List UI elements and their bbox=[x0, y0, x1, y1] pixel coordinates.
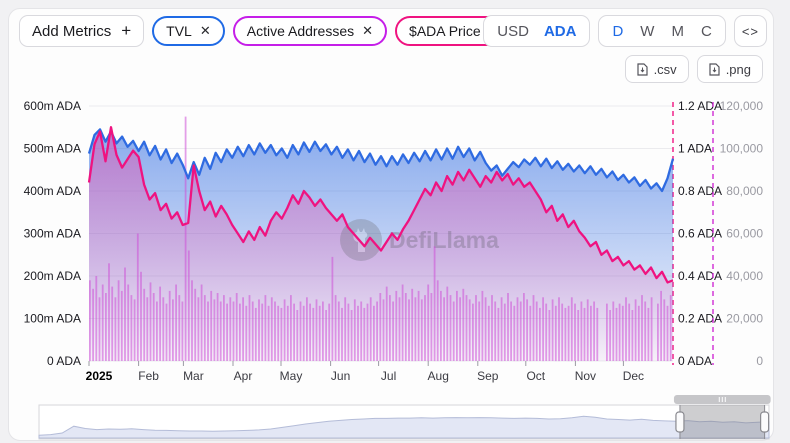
download-buttons: .csv .png bbox=[624, 55, 763, 83]
metric-pill-label: TVL bbox=[166, 23, 192, 39]
embed-icon: <> bbox=[741, 23, 759, 39]
svg-text:2025: 2025 bbox=[86, 369, 113, 383]
close-icon[interactable]: ✕ bbox=[199, 23, 211, 38]
interval-option-m[interactable]: M bbox=[671, 22, 684, 40]
svg-text:40,000: 40,000 bbox=[726, 269, 763, 283]
tvl-line[interactable] bbox=[87, 128, 675, 193]
svg-text:Dec: Dec bbox=[623, 369, 644, 383]
svg-text:Aug: Aug bbox=[428, 369, 449, 383]
embed-button[interactable]: <> bbox=[733, 15, 767, 47]
svg-text:0: 0 bbox=[756, 354, 763, 368]
interval-option-w[interactable]: W bbox=[640, 22, 655, 40]
svg-text:May: May bbox=[280, 369, 303, 383]
svg-text:100,000: 100,000 bbox=[720, 142, 764, 156]
svg-text:0 ADA: 0 ADA bbox=[678, 354, 712, 368]
svg-text:0.4 ADA: 0.4 ADA bbox=[678, 269, 722, 283]
svg-text:Apr: Apr bbox=[234, 369, 253, 383]
svg-text:400m ADA: 400m ADA bbox=[24, 184, 81, 198]
currency-option-usd[interactable]: USD bbox=[497, 22, 529, 40]
interval-option-c[interactable]: C bbox=[700, 22, 712, 40]
svg-text:0.6 ADA: 0.6 ADA bbox=[678, 227, 722, 241]
svg-text:600m ADA: 600m ADA bbox=[24, 99, 81, 113]
svg-text:200m ADA: 200m ADA bbox=[24, 269, 81, 283]
add-metrics-button[interactable]: Add Metrics + bbox=[19, 15, 145, 47]
close-icon[interactable]: ✕ bbox=[362, 23, 374, 38]
svg-text:0 ADA: 0 ADA bbox=[47, 354, 81, 368]
brush-selection[interactable] bbox=[679, 405, 765, 439]
metric-pill-active-addresses[interactable]: Active Addresses ✕ bbox=[232, 16, 388, 46]
plus-icon: + bbox=[121, 21, 132, 40]
currency-option-ada[interactable]: ADA bbox=[543, 22, 577, 40]
metric-pill-tvl[interactable]: TVL ✕ bbox=[152, 16, 225, 46]
download-png-button[interactable]: .png bbox=[696, 55, 763, 83]
svg-text:Jul: Jul bbox=[381, 369, 396, 383]
svg-text:DefiLlama: DefiLlama bbox=[389, 227, 499, 253]
svg-text:Oct: Oct bbox=[526, 369, 545, 383]
brush-handle-left[interactable] bbox=[675, 411, 685, 433]
chart-card: Add Metrics + TVL ✕ Active Addresses ✕ $… bbox=[8, 8, 774, 441]
currency-toggle: USD ADA bbox=[483, 15, 591, 47]
download-icon bbox=[636, 62, 648, 76]
svg-text:Jun: Jun bbox=[331, 369, 350, 383]
main-chart[interactable]: 600m ADA 500m ADA 400m ADA 300m ADA 200m ADA… bbox=[9, 9, 775, 442]
svg-text:100m ADA: 100m ADA bbox=[24, 312, 81, 326]
svg-text:20,000: 20,000 bbox=[726, 312, 763, 326]
y-axis-labels: 600m ADA 500m ADA 400m ADA 300m ADA 200m ADA… bbox=[24, 99, 764, 368]
brush-move-handle[interactable] bbox=[673, 395, 771, 404]
download-csv-label: .csv bbox=[653, 61, 677, 77]
x-axis-labels: 2025 Feb Mar Apr May Jun Jul Aug Sep Oct Nov Dec bbox=[86, 361, 644, 383]
active-addresses-bars[interactable] bbox=[89, 116, 672, 362]
svg-text:Feb: Feb bbox=[138, 369, 159, 383]
svg-text:60,000: 60,000 bbox=[726, 227, 763, 241]
metric-pill-label: Active Addresses bbox=[246, 23, 355, 39]
brush-handle-right[interactable] bbox=[760, 411, 770, 433]
svg-text:Nov: Nov bbox=[575, 369, 596, 383]
svg-text:1.2 ADA: 1.2 ADA bbox=[678, 99, 722, 113]
add-metrics-label: Add Metrics bbox=[32, 22, 112, 40]
interval-toggle: D W M C bbox=[598, 15, 726, 47]
download-csv-button[interactable]: .csv bbox=[624, 55, 689, 83]
download-icon bbox=[709, 62, 720, 76]
chart-controls: USD ADA D W M C <> bbox=[483, 15, 767, 47]
interval-option-d[interactable]: D bbox=[612, 22, 624, 40]
svg-text:80,000: 80,000 bbox=[726, 184, 763, 198]
svg-text:120,000: 120,000 bbox=[720, 99, 764, 113]
svg-text:Mar: Mar bbox=[183, 369, 204, 383]
defillama-watermark: DefiLlama bbox=[340, 219, 499, 261]
svg-text:Sep: Sep bbox=[477, 369, 499, 383]
download-png-label: .png bbox=[725, 61, 751, 77]
svg-text:300m ADA: 300m ADA bbox=[24, 227, 81, 241]
svg-text:0.2 ADA: 0.2 ADA bbox=[678, 312, 722, 326]
metric-pill-label: $ADA Price bbox=[409, 23, 481, 39]
svg-text:0.8 ADA: 0.8 ADA bbox=[678, 184, 722, 198]
svg-text:1 ADA: 1 ADA bbox=[678, 142, 712, 156]
svg-text:500m ADA: 500m ADA bbox=[24, 142, 81, 156]
price-line[interactable] bbox=[87, 126, 674, 284]
